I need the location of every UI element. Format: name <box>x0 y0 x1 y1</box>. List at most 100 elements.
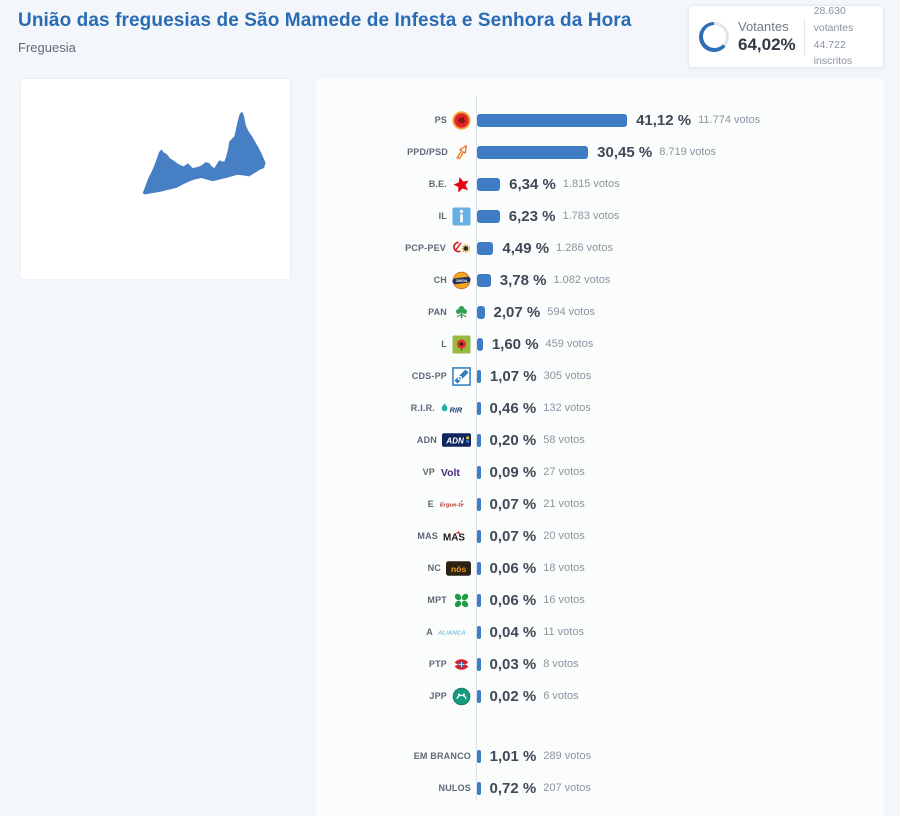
party-label: PS <box>434 115 447 125</box>
result-bar[interactable] <box>477 657 481 671</box>
percent-value: 0,46 % <box>489 399 537 417</box>
pcp-pev-logo-icon <box>451 239 471 258</box>
turnout-registered: 44.722 inscritos <box>813 38 853 68</box>
result-bar[interactable] <box>477 689 481 703</box>
party-label: PCP-PEV <box>405 243 446 253</box>
percent-value: 0,06 % <box>489 559 537 577</box>
votes-value: 6 votos <box>543 690 579 702</box>
chart-section-gap <box>316 712 884 740</box>
svg-text:CHEGA: CHEGA <box>456 278 468 282</box>
result-bar[interactable] <box>477 241 494 255</box>
result-bar[interactable] <box>477 209 500 223</box>
il-logo-icon <box>452 206 471 226</box>
alianca-logo-icon: ALIANÇA <box>438 627 471 637</box>
be-logo-icon <box>452 175 471 194</box>
party-label: JPP <box>429 691 447 701</box>
result-bar[interactable] <box>477 593 481 607</box>
chart-axis-line <box>476 95 477 801</box>
result-bar[interactable] <box>477 401 481 415</box>
chart-row: E Ergue-te 0,07 % 21 votos <box>316 488 884 520</box>
percent-value: 1,01 % <box>489 747 537 765</box>
mpt-logo-icon <box>452 591 471 610</box>
votes-value: 16 votos <box>543 594 585 606</box>
result-bar[interactable] <box>477 177 501 191</box>
party-label: MAS <box>417 531 438 541</box>
party-label: B.E. <box>428 179 447 189</box>
result-bar[interactable] <box>477 561 481 575</box>
page-title: União das freguesias de São Mamede de In… <box>18 10 632 31</box>
result-bar[interactable] <box>477 749 481 763</box>
votes-value: 11 votos <box>543 626 584 638</box>
chart-row: NULOS 0,72 % 207 votos <box>316 772 884 804</box>
turnout-voters: 28.630 votantes <box>813 4 854 34</box>
result-bar[interactable] <box>477 433 481 447</box>
page-subtitle: Freguesia <box>18 40 76 55</box>
turnout-card: Votantes 64,02% 28.630 votantes 44.722 i… <box>688 5 884 68</box>
votes-value: 289 votos <box>543 750 592 762</box>
party-label: IL <box>438 211 447 221</box>
result-bar[interactable] <box>477 497 481 511</box>
result-bar[interactable] <box>477 465 481 479</box>
chart-row: CH CHEGA 3,78 % 1.082 votos <box>316 264 884 296</box>
chart-row: VP Volt 0,09 % 27 votos <box>316 456 884 488</box>
votes-value: 20 votos <box>543 530 585 542</box>
percent-value: 0,04 % <box>489 623 537 641</box>
chart-row: MAS MAS 0,07 % 20 votos <box>316 520 884 552</box>
percent-value: 2,07 % <box>493 303 541 321</box>
livre-logo-icon <box>452 334 471 354</box>
result-bar[interactable] <box>477 305 485 319</box>
result-bar[interactable] <box>477 369 481 383</box>
votes-value: 305 votos <box>543 370 592 382</box>
rir-logo-icon: RIR <box>440 401 471 416</box>
votes-value: 132 votos <box>543 402 591 414</box>
votes-value: 1.082 votos <box>553 274 611 286</box>
result-bar[interactable] <box>477 529 481 543</box>
ppd-psd-logo-icon <box>453 143 471 161</box>
result-bar[interactable] <box>477 625 481 639</box>
percent-value: 0,07 % <box>489 527 537 545</box>
chart-row: CDS-PP 1,07 % 305 votos <box>316 360 884 392</box>
votes-value: 207 votos <box>543 782 591 794</box>
result-bar[interactable] <box>477 113 628 127</box>
nos-cidadaos-logo-icon: nós <box>446 560 471 576</box>
chart-row: MPT 0,06 % 16 votos <box>316 584 884 616</box>
adn-logo-icon: ADN <box>442 433 471 447</box>
percent-value: 0,06 % <box>489 591 537 609</box>
chart-row: PCP-PEV 4,49 % 1.286 votos <box>316 232 884 264</box>
chart-row: IL 6,23 % 1.783 votos <box>316 200 884 232</box>
chart-row: PTP 0,03 % 8 votos <box>316 648 884 680</box>
percent-value: 6,23 % <box>508 207 556 225</box>
chart-rows: PS 41,12 % 11.774 votos PPD/PSD 30,45 % 8.719… <box>316 104 884 804</box>
parish-shape[interactable] <box>142 111 266 195</box>
chart-row: A ALIANÇA 0,04 % 11 votos <box>316 616 884 648</box>
result-bar[interactable] <box>477 273 491 287</box>
parish-map[interactable] <box>21 79 290 279</box>
percent-value: 0,09 % <box>489 463 537 481</box>
percent-value: 4,49 % <box>502 239 550 257</box>
result-bar[interactable] <box>477 781 481 795</box>
party-label: VP <box>422 467 435 477</box>
ps-logo-icon <box>452 110 471 130</box>
map-card[interactable] <box>20 78 291 280</box>
percent-value: 30,45 % <box>597 143 653 161</box>
result-bar[interactable] <box>477 145 589 159</box>
votes-value: 58 votos <box>543 434 585 446</box>
result-bar[interactable] <box>477 337 483 351</box>
votes-value: 1.815 votos <box>562 178 620 190</box>
party-label: NC <box>427 563 441 573</box>
party-label: CDS-PP <box>411 371 447 381</box>
volt-logo-icon: Volt <box>440 465 471 479</box>
votes-value: 18 votos <box>543 562 585 574</box>
party-label: R.I.R. <box>410 403 435 413</box>
turnout-divider <box>803 17 805 56</box>
ptp-logo-icon <box>452 655 471 674</box>
percent-value: 3,78 % <box>499 271 547 289</box>
party-label: PAN <box>428 307 447 317</box>
votes-value: 1.783 votos <box>562 210 620 222</box>
percent-value: 0,20 % <box>489 431 537 449</box>
party-label: MPT <box>427 595 447 605</box>
ergue-te-logo-icon: Ergue-te <box>439 498 471 510</box>
chart-row: NC nós 0,06 % 18 votos <box>316 552 884 584</box>
chart-row: L 1,60 % 459 votos <box>316 328 884 360</box>
jpp-logo-icon <box>452 687 471 706</box>
